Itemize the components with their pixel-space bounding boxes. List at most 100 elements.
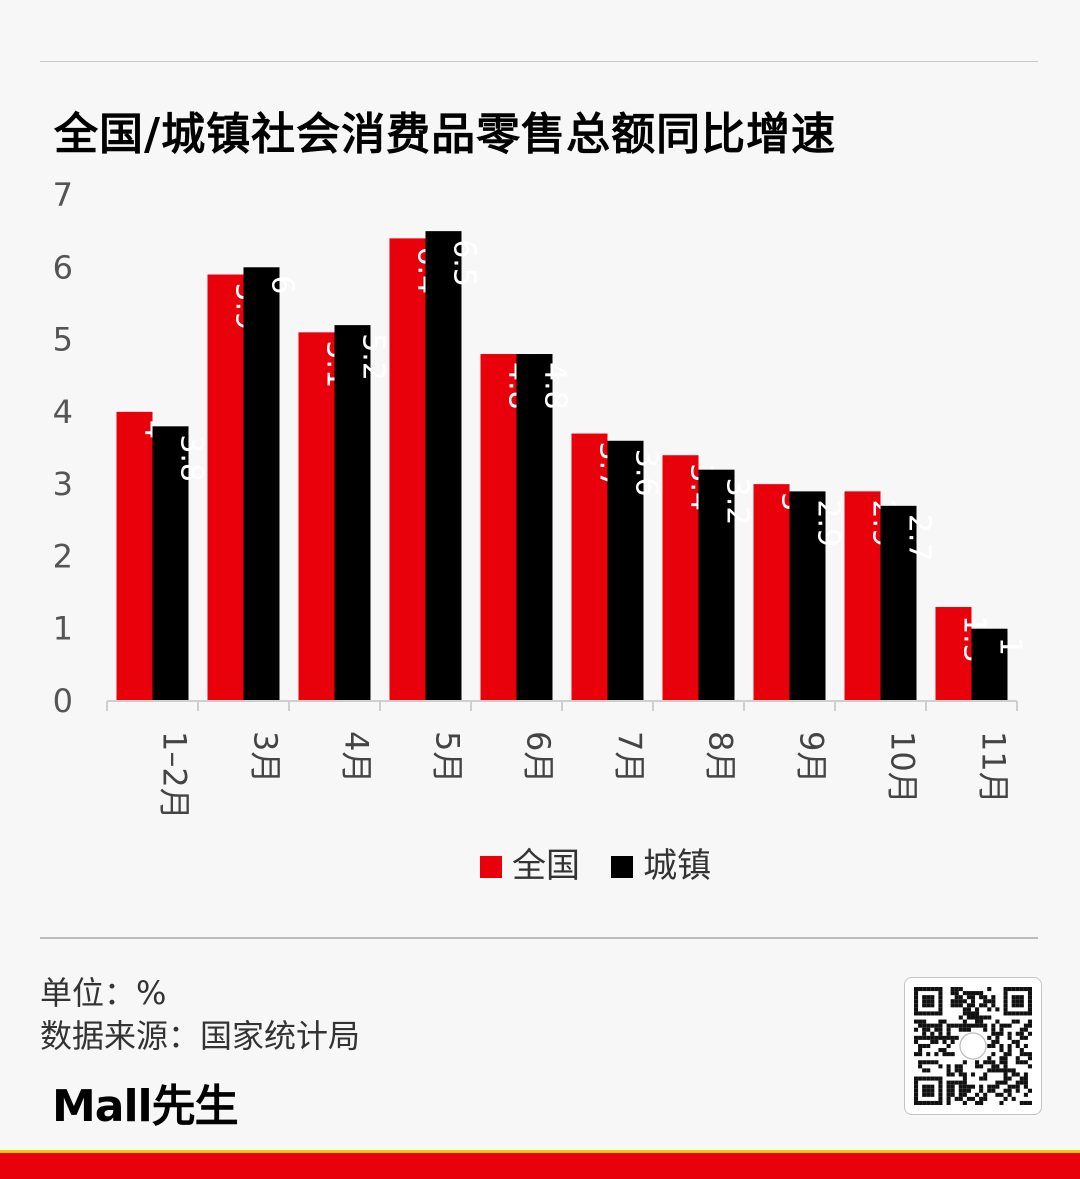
qr-module <box>991 995 996 1000</box>
qr-finder-module <box>1015 1011 1020 1016</box>
qr-module <box>987 999 992 1004</box>
qr-finder-module <box>1019 995 1024 1000</box>
qr-module <box>1023 1027 1028 1032</box>
data-label: 2.9 <box>811 499 846 547</box>
qr-module <box>1007 1031 1012 1036</box>
qr-finder-module <box>938 991 943 996</box>
qr-finder-module <box>938 987 943 992</box>
qr-finder-module <box>918 1076 923 1081</box>
qr-module <box>991 1064 996 1069</box>
legend-item-urban: 城镇 <box>611 838 711 887</box>
qr-finder-module <box>938 1080 943 1085</box>
qr-module <box>1007 1048 1012 1053</box>
qr-module <box>950 1092 955 1097</box>
qr-module <box>995 1068 1000 1073</box>
qr-module <box>950 1072 955 1077</box>
y-tick-label: 6 <box>53 248 73 286</box>
qr-module <box>1023 1072 1028 1077</box>
qr-module <box>1019 1031 1024 1036</box>
qr-module <box>918 1019 923 1024</box>
qr-module <box>983 1060 988 1065</box>
qr-finder-module <box>938 1003 943 1008</box>
qr-finder-module <box>938 1084 943 1089</box>
qr-module <box>918 1048 923 1053</box>
qr-module <box>983 1003 988 1008</box>
qr-module <box>1027 1052 1032 1057</box>
qr-module <box>962 1007 967 1012</box>
qr-module <box>999 1100 1004 1105</box>
qr-module <box>995 1031 1000 1036</box>
qr-module <box>918 1035 923 1040</box>
qr-module <box>922 1035 927 1040</box>
qr-module <box>991 1060 996 1065</box>
qr-module <box>958 1027 963 1032</box>
qr-module <box>991 1084 996 1089</box>
x-tick-label: 1–2月 <box>156 731 194 820</box>
qr-module <box>1023 1023 1028 1028</box>
qr-module <box>987 1007 992 1012</box>
qr-module <box>942 1052 947 1057</box>
qr-module <box>938 1035 943 1040</box>
qr-module <box>946 1052 951 1057</box>
qr-module <box>987 1035 992 1040</box>
qr-module <box>991 1088 996 1093</box>
qr-module <box>926 1068 931 1073</box>
qr-module <box>914 1052 919 1057</box>
qr-module <box>987 1088 992 1093</box>
qr-module <box>954 995 959 1000</box>
bar-urban <box>880 505 917 701</box>
qr-finder-module <box>914 1096 919 1101</box>
qr-module <box>983 999 988 1004</box>
qr-module <box>938 1031 943 1036</box>
qr-module <box>979 995 984 1000</box>
qr-module <box>1015 1088 1020 1093</box>
qr-module <box>979 1023 984 1028</box>
qr-module <box>954 987 959 992</box>
y-tick-label: 0 <box>53 682 73 720</box>
qr-module <box>1027 1023 1032 1028</box>
qr-module <box>983 1072 988 1077</box>
qr-module <box>987 987 992 992</box>
qr-finder-module <box>926 1088 931 1093</box>
qr-finder-module <box>1003 991 1008 996</box>
qr-finder-module <box>1027 991 1032 996</box>
y-tick-label: 5 <box>53 321 73 359</box>
qr-module <box>962 1023 967 1028</box>
qr-module <box>995 1035 1000 1040</box>
qr-module <box>914 1027 919 1032</box>
qr-finder-module <box>1019 999 1024 1004</box>
qr-module <box>983 1096 988 1101</box>
bar-national <box>207 274 244 701</box>
qr-module <box>975 1019 980 1024</box>
qr-module <box>1027 1031 1032 1036</box>
qr-module <box>999 1068 1004 1073</box>
y-tick-label: 3 <box>53 465 73 503</box>
qr-code-icon[interactable] <box>904 977 1042 1115</box>
qr-finder-module <box>914 999 919 1004</box>
qr-finder-module <box>1011 1003 1016 1008</box>
data-label: 3.8 <box>174 434 209 482</box>
qr-module <box>930 1060 935 1065</box>
qr-module <box>975 1060 980 1065</box>
qr-module <box>926 1027 931 1032</box>
qr-module <box>962 1072 967 1077</box>
qr-module <box>1019 1052 1024 1057</box>
qr-module <box>1003 1056 1008 1061</box>
qr-module <box>991 1031 996 1036</box>
qr-module <box>983 1023 988 1028</box>
qr-module <box>1007 1084 1012 1089</box>
qr-module <box>962 1060 967 1065</box>
qr-finder-module <box>1027 1007 1032 1012</box>
bottom-accent-bar <box>0 1150 1080 1179</box>
qr-module <box>962 999 967 1004</box>
qr-module <box>918 1023 923 1028</box>
qr-module <box>1023 1035 1028 1040</box>
qr-module <box>1011 1072 1016 1077</box>
qr-module <box>1027 1088 1032 1093</box>
qr-module <box>962 1011 967 1016</box>
qr-module <box>946 1035 951 1040</box>
qr-module <box>1003 1023 1008 1028</box>
qr-module <box>918 1043 923 1049</box>
qr-finder-module <box>938 995 943 1000</box>
qr-module <box>987 1068 992 1073</box>
